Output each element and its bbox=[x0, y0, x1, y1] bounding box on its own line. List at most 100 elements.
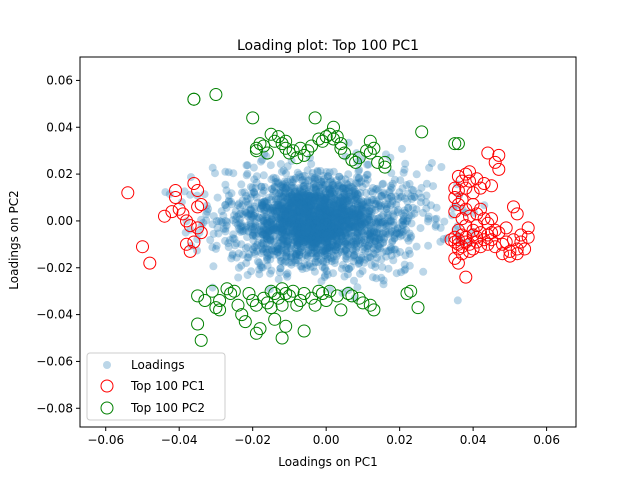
loading-point bbox=[275, 227, 284, 235]
loading-point bbox=[288, 232, 297, 241]
loading-point bbox=[315, 209, 324, 218]
top-pc1-point bbox=[485, 212, 498, 226]
loading-point bbox=[310, 216, 319, 225]
loading-point bbox=[323, 216, 332, 225]
loading-point bbox=[349, 221, 358, 230]
loading-point bbox=[321, 196, 330, 205]
loading-point bbox=[303, 203, 312, 212]
loading-point bbox=[315, 197, 324, 206]
loading-point bbox=[263, 219, 272, 228]
loading-point bbox=[259, 247, 268, 256]
loading-point bbox=[273, 245, 282, 254]
loading-point bbox=[337, 211, 346, 220]
loading-point bbox=[310, 239, 319, 248]
loading-point bbox=[315, 214, 324, 223]
loading-point bbox=[218, 218, 227, 227]
loading-point bbox=[309, 230, 318, 239]
loading-point bbox=[283, 222, 292, 231]
loading-point bbox=[306, 222, 315, 231]
loading-point bbox=[274, 227, 283, 236]
loading-point bbox=[307, 243, 316, 251]
loading-point bbox=[401, 219, 410, 228]
loading-point bbox=[377, 191, 386, 200]
loading-point bbox=[327, 236, 336, 245]
loading-point bbox=[332, 233, 341, 241]
loading-point bbox=[325, 232, 334, 241]
loading-point bbox=[347, 192, 355, 201]
loading-point bbox=[336, 228, 344, 237]
loading-point bbox=[294, 229, 303, 238]
loading-point bbox=[267, 206, 275, 215]
loading-point bbox=[251, 218, 260, 227]
top-pc2-point bbox=[301, 144, 315, 158]
loading-point bbox=[402, 216, 411, 225]
loading-point bbox=[354, 191, 363, 200]
loading-point bbox=[335, 172, 344, 181]
loading-point bbox=[309, 196, 318, 205]
loading-point bbox=[375, 235, 384, 244]
loading-point bbox=[325, 199, 334, 208]
loading-point bbox=[364, 160, 373, 169]
loading-point bbox=[278, 216, 287, 224]
loading-point bbox=[355, 197, 364, 206]
loading-point bbox=[394, 229, 403, 238]
loading-point bbox=[267, 184, 276, 193]
loading-point bbox=[242, 259, 251, 268]
loading-point bbox=[321, 180, 330, 189]
top-pc2-point bbox=[275, 137, 289, 151]
loading-point bbox=[275, 268, 284, 277]
loading-point bbox=[287, 245, 296, 253]
top-pc2-point bbox=[327, 132, 340, 146]
loading-point bbox=[242, 222, 251, 231]
loading-point bbox=[326, 232, 335, 241]
loading-point bbox=[329, 238, 338, 247]
loading-point bbox=[231, 241, 240, 250]
loading-point bbox=[290, 227, 299, 236]
loading-point bbox=[308, 238, 316, 247]
loading-point bbox=[330, 227, 339, 236]
loading-point bbox=[342, 216, 351, 225]
loading-point bbox=[321, 210, 330, 219]
loading-point bbox=[419, 208, 427, 217]
loading-point bbox=[316, 224, 325, 233]
loading-point bbox=[401, 251, 410, 260]
loading-point bbox=[298, 172, 307, 181]
loading-point bbox=[328, 231, 337, 240]
loading-point bbox=[332, 197, 341, 206]
loading-point bbox=[365, 220, 374, 229]
loading-point bbox=[279, 193, 288, 202]
loading-point bbox=[286, 218, 295, 226]
loading-point bbox=[298, 221, 306, 230]
loading-point bbox=[275, 251, 284, 260]
loading-point bbox=[270, 247, 279, 256]
loading-point bbox=[305, 211, 313, 220]
loading-point bbox=[299, 202, 308, 211]
loading-point bbox=[320, 196, 329, 205]
loading-point bbox=[357, 177, 366, 186]
loading-point bbox=[399, 221, 408, 230]
loading-point bbox=[252, 214, 261, 223]
loading-point bbox=[280, 187, 289, 196]
loading-point bbox=[248, 231, 257, 240]
loading-point bbox=[320, 199, 329, 208]
loading-point bbox=[363, 215, 372, 223]
loading-point bbox=[319, 219, 328, 228]
loading-point bbox=[313, 218, 322, 227]
loading-point bbox=[369, 196, 378, 205]
loading-point bbox=[276, 213, 285, 222]
loading-point bbox=[276, 160, 285, 168]
loading-point bbox=[291, 226, 300, 235]
loading-point bbox=[335, 227, 344, 236]
loading-point bbox=[323, 206, 332, 215]
loading-point bbox=[403, 197, 412, 206]
loading-point bbox=[267, 216, 276, 225]
loading-point bbox=[265, 234, 274, 243]
loading-point bbox=[367, 239, 376, 248]
loading-point bbox=[378, 180, 387, 189]
loading-point bbox=[334, 212, 343, 221]
loading-point bbox=[405, 211, 414, 220]
top-pc1-point bbox=[518, 242, 532, 256]
loading-point bbox=[244, 227, 253, 236]
loading-point bbox=[241, 207, 250, 216]
loading-point bbox=[371, 259, 380, 268]
